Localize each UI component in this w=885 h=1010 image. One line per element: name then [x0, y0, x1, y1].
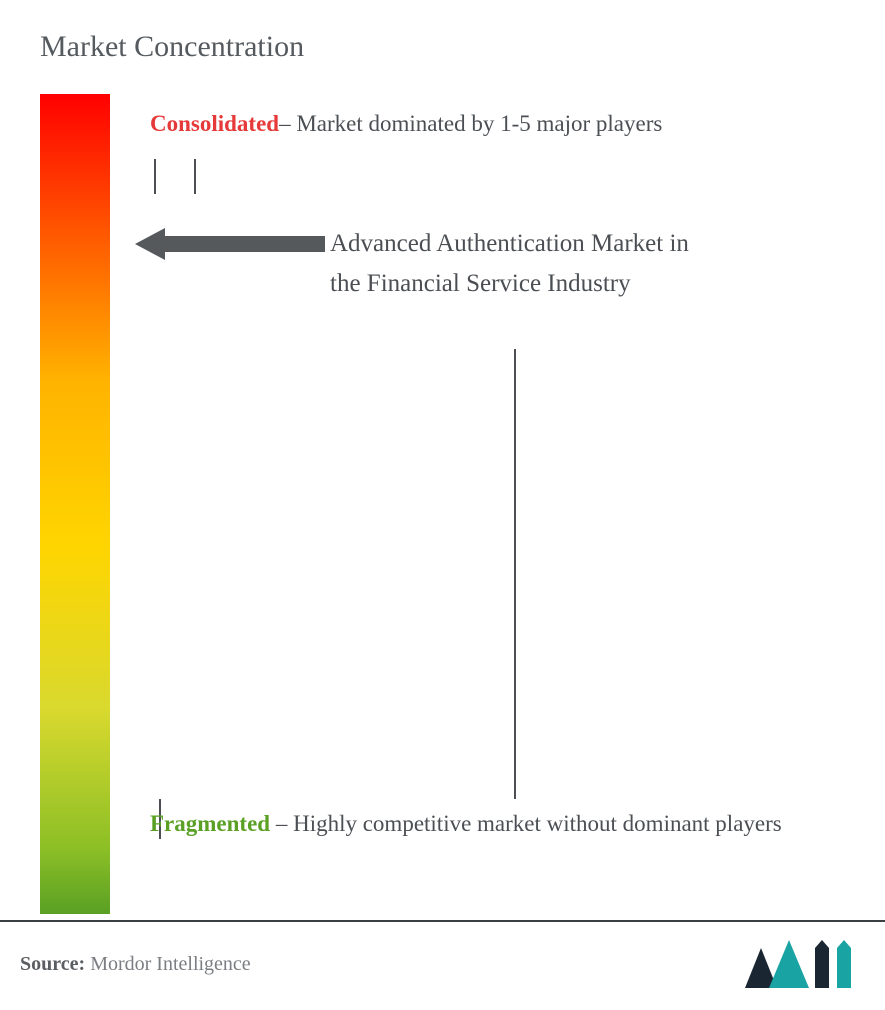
fragmented-label: Fragmented – Highly competitive market w… — [150, 799, 782, 850]
brand-logo-icon — [745, 940, 855, 988]
content-row: Consolidated– Market dominated by 1-5 ma… — [30, 94, 855, 914]
infographic-container: Market Concentration — [0, 0, 885, 1010]
source-value: Mordor Intelligence — [85, 953, 251, 975]
concentration-gradient-bar — [40, 94, 110, 914]
fragmented-highlight: Fragmented — [150, 811, 270, 836]
market-name-label: Advanced Authentication Market in the Fi… — [330, 224, 710, 304]
footer: Source: Mordor Intelligence — [0, 920, 885, 1010]
consolidated-rest: – Market dominated by 1-5 major players — [279, 111, 662, 136]
consolidated-highlight: Consolidated — [150, 111, 279, 136]
market-arrow-icon — [135, 224, 325, 264]
fragmented-rest: – Highly competitive market without domi… — [270, 811, 782, 836]
text-area: Consolidated– Market dominated by 1-5 ma… — [150, 94, 855, 914]
page-title: Market Concentration — [40, 30, 855, 64]
source-text: Source: Mordor Intelligence — [20, 953, 251, 976]
source-label: Source: — [20, 953, 85, 975]
consolidated-label: Consolidated– Market dominated by 1-5 ma… — [150, 99, 662, 150]
